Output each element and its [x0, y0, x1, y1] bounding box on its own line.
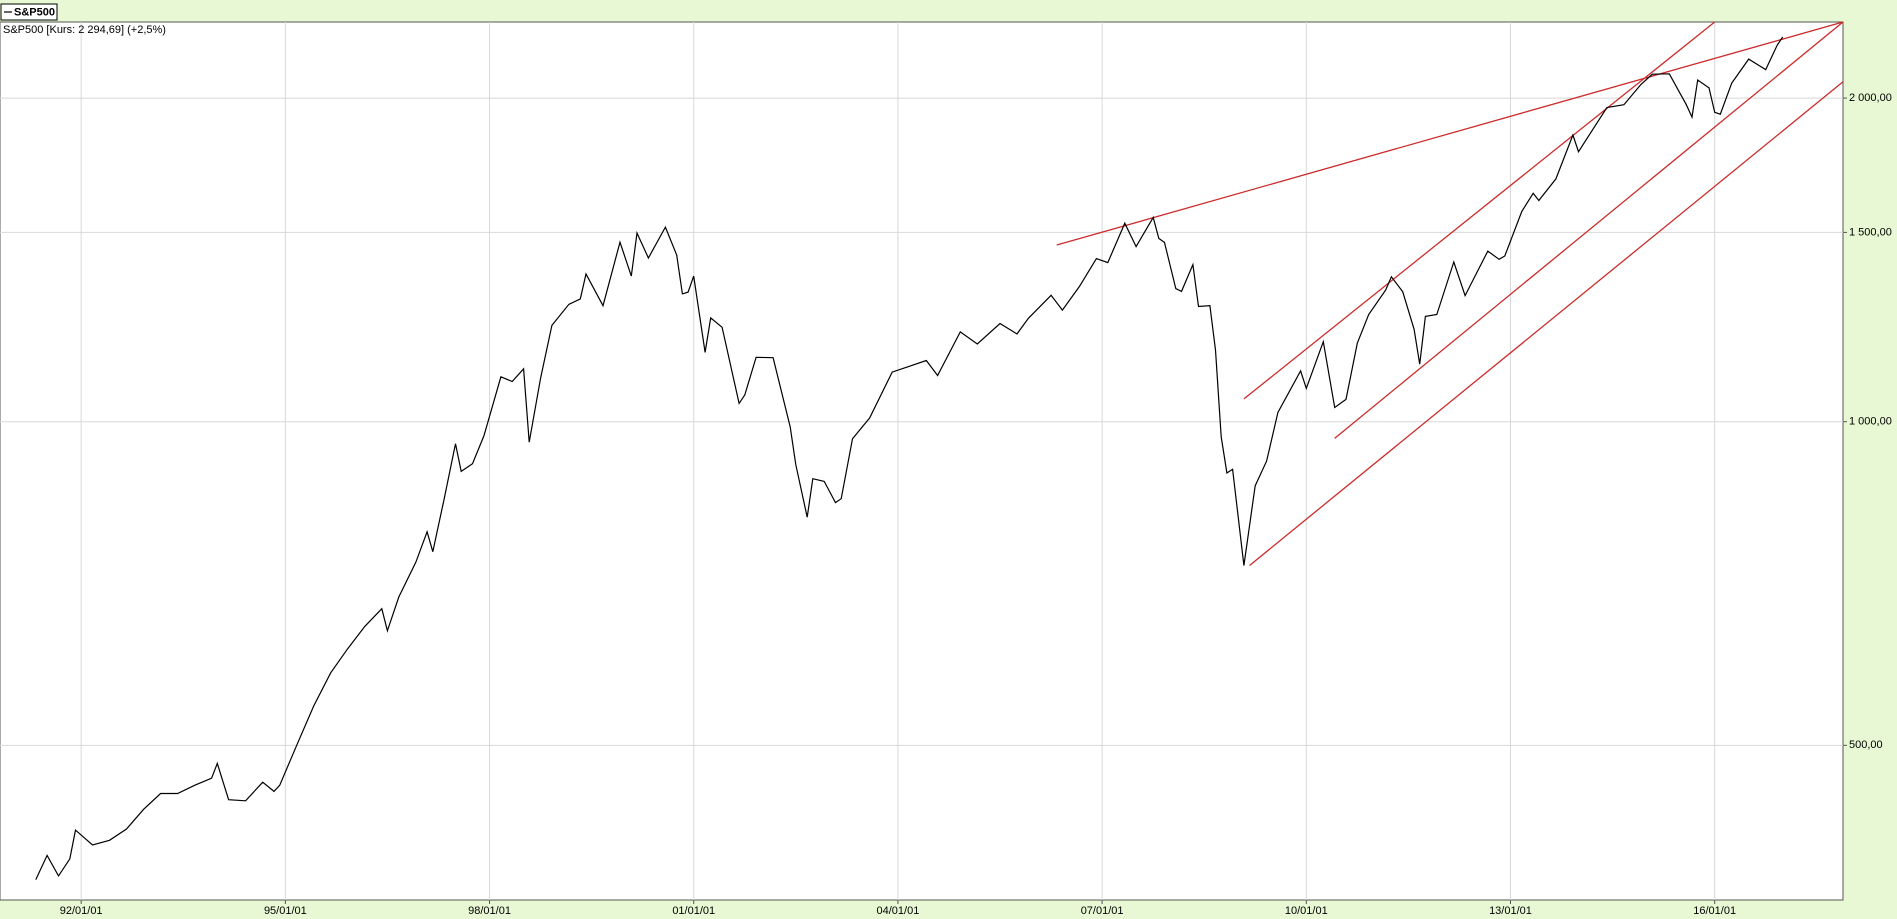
x-tick-label: 10/01/01 — [1285, 905, 1328, 917]
chart-subtitle: S&P500 [Kurs: 2 294,69] (+2,5%) — [3, 24, 166, 36]
trend-line — [1334, 21, 1844, 439]
x-tick-label: 07/01/01 — [1081, 905, 1124, 917]
grid — [0, 22, 1843, 900]
line-series — [35, 36, 1784, 880]
legend: S&P500 — [0, 3, 58, 21]
legend-box — [0, 3, 58, 21]
x-tick-label: 95/01/01 — [264, 905, 307, 917]
legend-label: S&P500 — [14, 6, 55, 18]
trend-line — [1243, 21, 1716, 400]
trend-line — [1249, 81, 1844, 566]
y-tick-label: 500,00 — [1849, 739, 1883, 751]
plot-area — [0, 21, 1844, 901]
x-tick-label: 92/01/01 — [60, 905, 103, 917]
y-tick-label: 1 000,00 — [1849, 416, 1892, 428]
x-tick-label: 04/01/01 — [877, 905, 920, 917]
x-tick-label: 98/01/01 — [468, 905, 511, 917]
trend-line — [1056, 21, 1844, 246]
x-tick-label: 16/01/01 — [1693, 905, 1736, 917]
x-tick-label: 01/01/01 — [672, 905, 715, 917]
x-tick-label: 13/01/01 — [1489, 905, 1532, 917]
y-tick-label: 1 500,00 — [1849, 226, 1892, 238]
y-tick-label: 2 000,00 — [1849, 92, 1892, 104]
